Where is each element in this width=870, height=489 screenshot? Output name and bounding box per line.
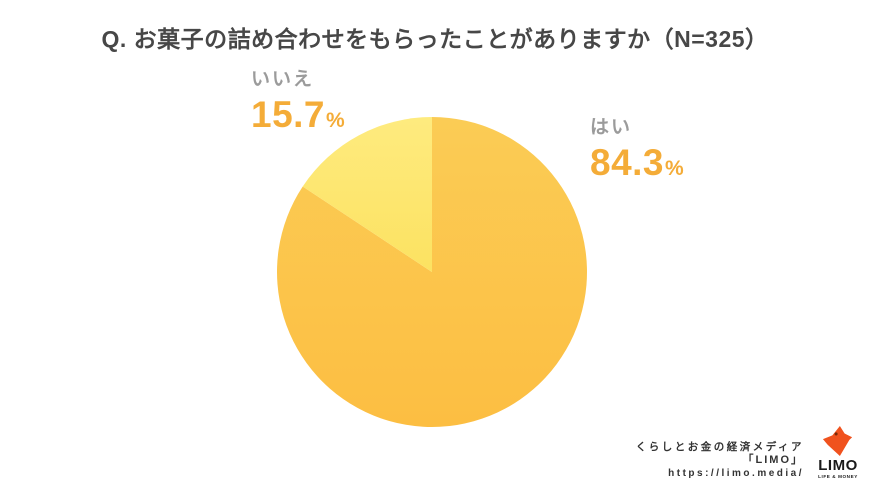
yes-percent-value: 84.3 — [590, 142, 665, 183]
logo-subtext: LIFE & MONEY — [818, 474, 858, 480]
no-percent-value: 15.7 — [251, 94, 326, 135]
credit-tagline: くらしとお金の経済メディア — [635, 440, 804, 453]
logo-wordmark: LIMO — [818, 457, 858, 475]
no-percent: 15.7% — [251, 96, 345, 133]
fox-head-icon — [822, 426, 853, 457]
limo-logo: LIMO LIFE & MONEY — [814, 425, 862, 480]
no-label: いいえ — [251, 69, 315, 90]
pie-slice-0 — [276, 117, 587, 427]
credit-text: くらしとお金の経済メディア 「LIMO」 https://limo.media/ — [636, 441, 804, 480]
credit-brand: 「LIMO」 — [742, 453, 804, 466]
yes-percent: 84.3% — [590, 144, 684, 181]
callout-no: いいえ 15.7% — [251, 64, 345, 133]
no-percent-unit: % — [326, 109, 345, 132]
chart-title: Q. お菓子の詰め合わせをもらったことがありますか（N=325） — [101, 26, 769, 52]
yes-percent-unit: % — [665, 157, 684, 180]
pie-slice-1 — [302, 117, 432, 272]
credit-block: くらしとお金の経済メディア 「LIMO」 https://limo.media/… — [636, 425, 862, 480]
yes-label: はい — [590, 117, 633, 138]
credit-url: https://limo.media/ — [668, 467, 804, 479]
callout-yes: はい 84.3% — [590, 112, 684, 181]
pie-chart — [276, 117, 587, 427]
